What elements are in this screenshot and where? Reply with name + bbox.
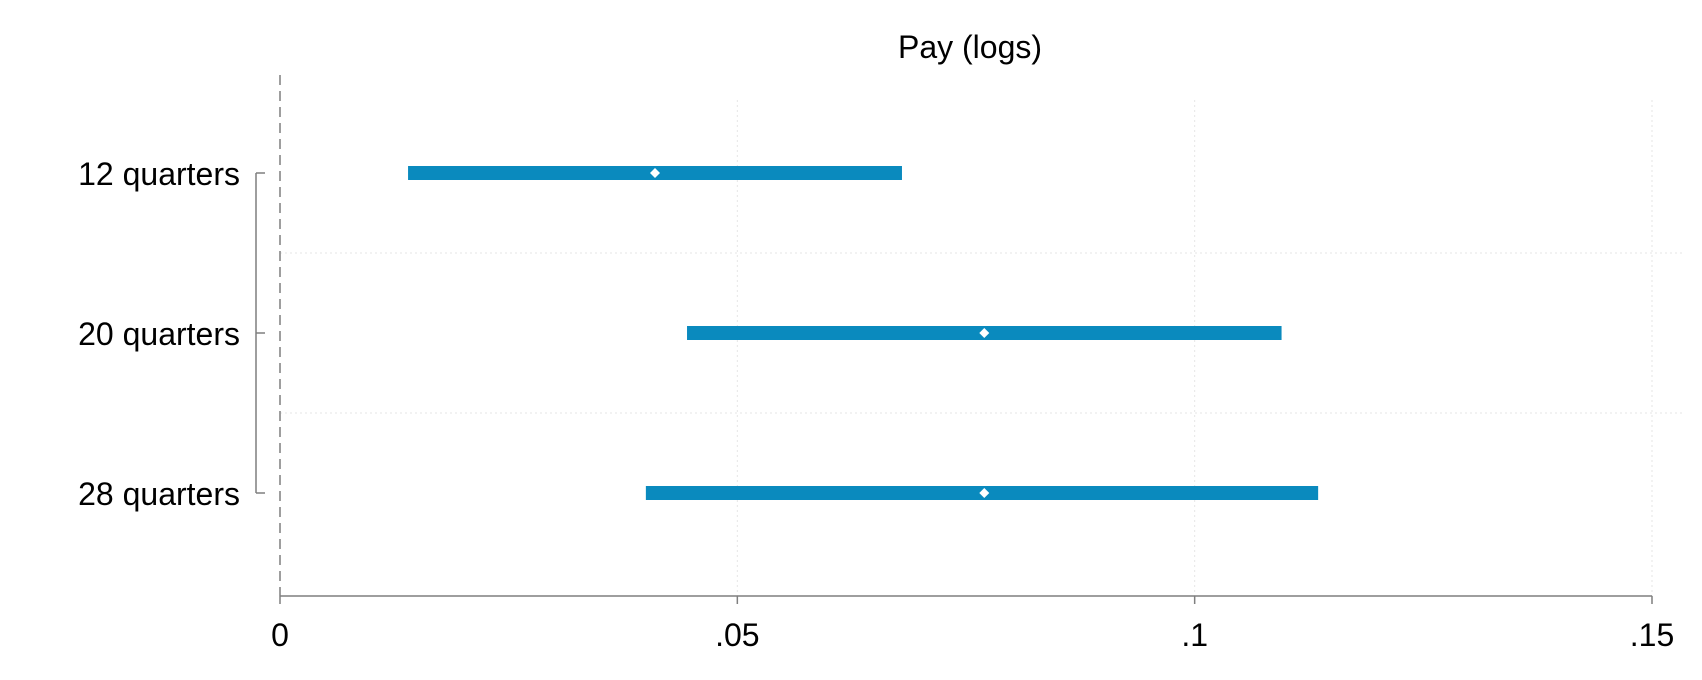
grid-lines (280, 100, 1682, 596)
axes (255, 172, 1653, 604)
point-estimate-marker (979, 488, 990, 498)
y-category-label: 12 quarters (78, 156, 240, 192)
x-tick-label: .1 (1181, 617, 1208, 653)
chart-title: Pay (logs) (898, 29, 1042, 65)
x-tick-label: .05 (715, 617, 759, 653)
tick-labels: 0 .05 .1 .15 12 quarters 20 quarters 28 quarte… (78, 156, 1674, 653)
point-estimate-marker (650, 168, 661, 178)
y-category-label: 28 quarters (78, 476, 240, 512)
x-tick-label: 0 (271, 617, 289, 653)
point-estimate-marker (979, 328, 990, 338)
interval-marks (408, 166, 1319, 500)
y-category-label: 20 quarters (78, 316, 240, 352)
x-tick-label: .15 (1630, 617, 1674, 653)
